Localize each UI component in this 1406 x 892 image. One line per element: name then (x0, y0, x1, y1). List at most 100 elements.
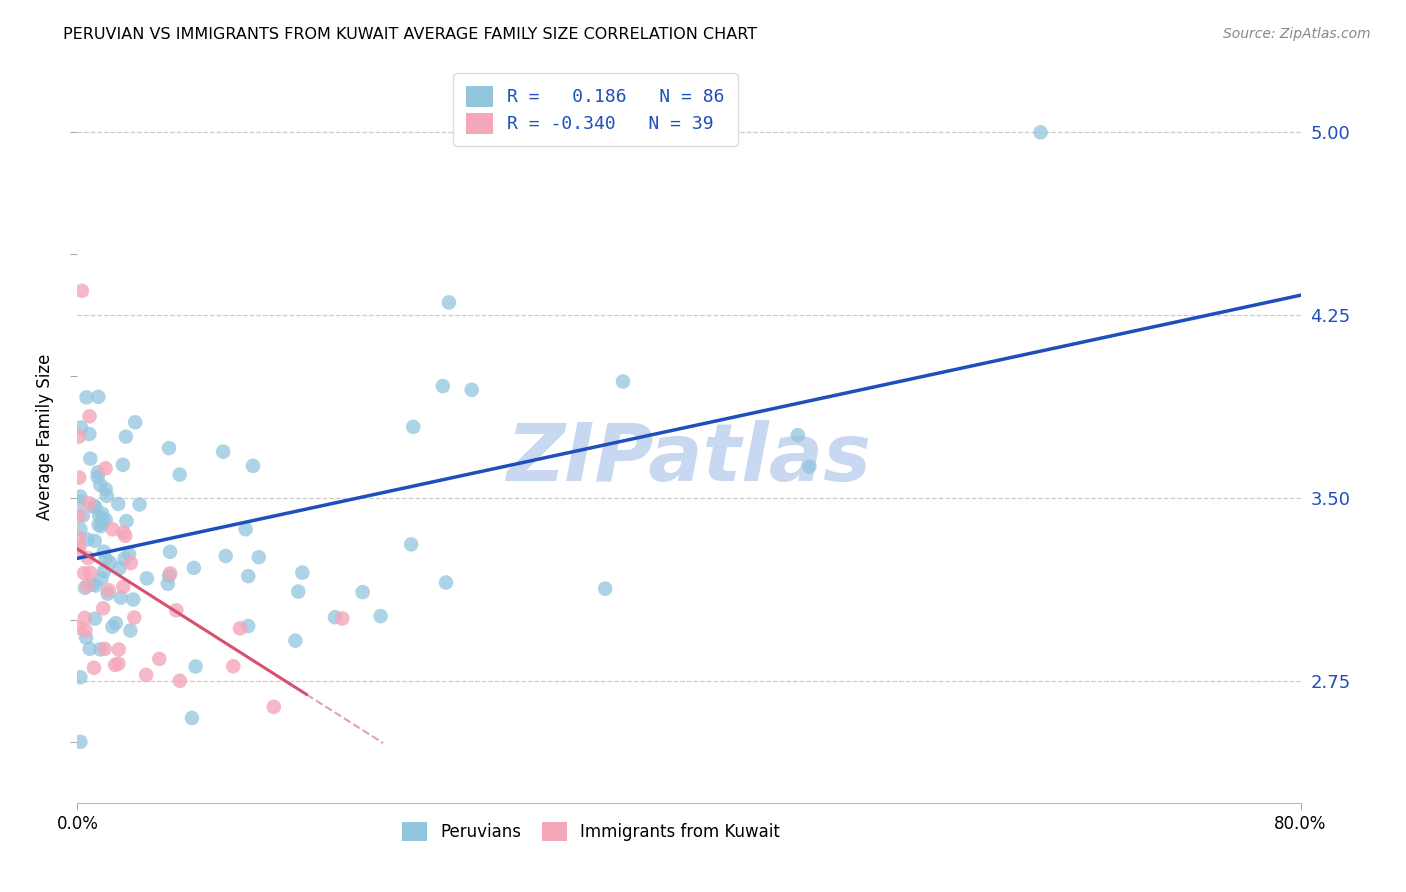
Point (110, 591, 132, 605)
Point (115, 514, 138, 528)
Point (222, 659, 245, 673)
Point (247, 550, 270, 565)
Point (77, 496, 100, 510)
Point (169, 467, 191, 482)
Point (135, 571, 157, 585)
Point (93, 544, 115, 558)
Point (612, 375, 634, 389)
Point (238, 569, 260, 583)
Text: PERUVIAN VS IMMIGRANTS FROM KUWAIT AVERAGE FAMILY SIZE CORRELATION CHART: PERUVIAN VS IMMIGRANTS FROM KUWAIT AVERA… (63, 27, 758, 42)
Point (70, 420, 93, 434)
Point (93, 641, 115, 656)
Point (120, 624, 142, 638)
Point (83, 661, 105, 675)
Point (238, 619, 260, 633)
Point (69, 494, 91, 508)
Point (112, 525, 135, 540)
Point (67, 621, 90, 635)
Point (91, 601, 114, 615)
Point (67, 531, 90, 545)
Point (104, 616, 127, 631)
Point (70, 284, 93, 298)
Point (263, 699, 285, 714)
Point (83, 533, 105, 548)
Point (786, 428, 808, 442)
Point (212, 444, 235, 458)
Point (156, 576, 179, 591)
Point (115, 429, 138, 443)
Point (89, 508, 111, 523)
Point (291, 566, 314, 580)
Point (229, 621, 252, 635)
Point (157, 441, 180, 455)
Point (94, 461, 117, 475)
Y-axis label: Average Family Size: Average Family Size (35, 354, 53, 520)
Point (97, 583, 120, 598)
Point (89, 642, 111, 657)
Point (80, 577, 103, 591)
Point (148, 652, 170, 666)
Point (87, 390, 110, 404)
Point (87, 517, 110, 532)
Point (159, 545, 181, 559)
Point (76, 533, 98, 547)
Point (98, 555, 121, 569)
Point (128, 498, 150, 512)
Point (84, 500, 107, 514)
Point (69, 490, 91, 504)
Point (215, 549, 238, 563)
Point (94, 513, 117, 527)
Point (69, 735, 91, 749)
Point (242, 458, 264, 473)
Point (79, 566, 101, 580)
Point (157, 568, 180, 582)
Point (169, 673, 191, 688)
Text: Source: ZipAtlas.com: Source: ZipAtlas.com (1223, 27, 1371, 41)
Point (75, 631, 97, 645)
Point (118, 547, 141, 561)
Point (79, 409, 101, 424)
Point (120, 556, 142, 570)
Point (332, 611, 354, 625)
Point (593, 582, 616, 596)
Point (90, 572, 112, 586)
Point (90, 519, 112, 533)
Text: ZIPatlas: ZIPatlas (506, 420, 872, 498)
Point (107, 657, 129, 671)
Point (79, 641, 101, 656)
Point (77, 551, 100, 566)
Point (159, 566, 181, 581)
Point (89, 478, 111, 492)
Point (73, 611, 96, 625)
Point (84, 578, 107, 592)
Point (69, 540, 91, 554)
Point (114, 529, 136, 543)
Point (69, 670, 91, 684)
Point (370, 609, 392, 624)
Point (67, 470, 90, 484)
Point (87, 465, 110, 479)
Point (101, 620, 124, 634)
Point (235, 522, 257, 536)
Point (122, 592, 145, 607)
Point (434, 575, 457, 590)
Point (107, 642, 129, 657)
Point (76, 390, 98, 404)
Point (101, 522, 124, 536)
Point (73, 581, 96, 595)
Point (107, 497, 129, 511)
Point (460, 383, 482, 397)
Point (432, 379, 454, 393)
Point (67, 544, 90, 558)
Point (104, 657, 127, 672)
Point (799, 459, 821, 474)
Point (437, 295, 460, 310)
Point (135, 668, 157, 682)
Point (165, 603, 187, 617)
Point (108, 561, 131, 575)
Point (94, 551, 117, 566)
Point (287, 584, 309, 599)
Point (76, 579, 98, 593)
Point (73, 566, 96, 581)
Point (91, 507, 114, 521)
